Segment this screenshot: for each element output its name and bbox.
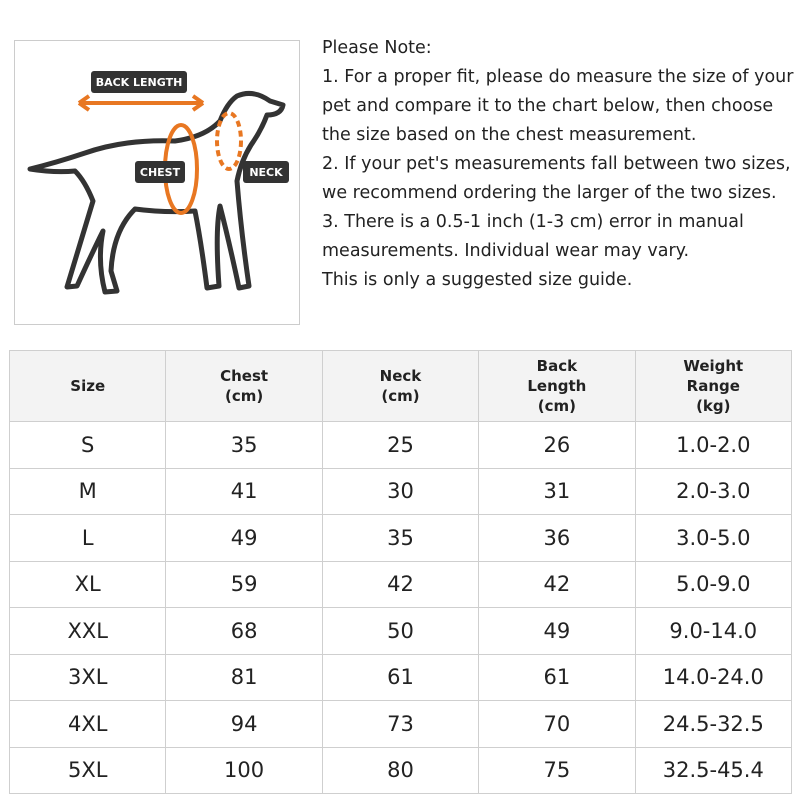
back-length-label: BACK LENGTH [96,76,183,89]
table-cell: 49 [478,607,636,655]
table-cell: XL [8,560,167,608]
table-cell: XXL [8,607,167,655]
header-line: Neck [379,367,422,385]
header-cell: Size [8,350,167,422]
table-cell: 50 [321,607,480,655]
table-cell: 70 [478,700,636,748]
header-line: (cm) [537,397,576,415]
table-row: L 49 35 36 3.0-5.0 [8,514,793,562]
dog-figure: BACK LENGTH CHEST NECK [14,40,300,325]
table-cell: 30 [321,467,480,515]
table-row: 5XL 100 80 75 32.5-45.4 [8,746,793,794]
note: Please Note: 1. For a proper fit, please… [322,34,794,295]
note-item: 2. If your pet's measurements fall betwe… [322,154,791,203]
table-cell: 42 [321,560,480,608]
header-cell: Weight Range (kg) [634,350,793,422]
header-cell: Back Length (cm) [478,350,636,422]
table-cell: 68 [165,607,323,655]
neck-loop [215,111,243,171]
table-cell: 5.0-9.0 [634,560,793,608]
table-row: 3XL 81 61 61 14.0-24.0 [8,653,793,701]
dog-illustration: BACK LENGTH CHEST NECK [27,71,289,295]
label-box [135,161,185,183]
header-line: Size [70,377,106,395]
table-cell: 100 [165,746,323,794]
arrow-heads [77,94,205,112]
table-cell: 3XL [8,653,167,701]
table-cell: L [8,514,167,562]
header-line: Chest [220,367,269,385]
table-cell: 41 [165,467,323,515]
table-cell: 5XL [8,746,167,794]
table-cell: 49 [165,514,323,562]
header-line: Length [527,377,587,395]
header-cell: Neck (cm) [321,350,480,422]
table-row: XXL 68 50 49 9.0-14.0 [8,607,793,655]
header-line: Range [686,377,740,395]
table-cell: 1.0-2.0 [634,421,793,469]
table-cell: 2.0-3.0 [634,467,793,515]
table-cell: S [8,421,167,469]
dog-outline [27,90,286,295]
note-item: 3. There is a 0.5-1 inch (1-3 cm) error … [322,212,744,261]
table-cell: 9.0-14.0 [634,607,793,655]
header-line: (cm) [381,387,420,405]
table-cell: 73 [321,700,480,748]
table-row: 4XL 94 73 70 24.5-32.5 [8,700,793,748]
table-cell: M [8,467,167,515]
table-cell: 14.0-24.0 [634,653,793,701]
table-cell: 25 [321,421,480,469]
header-row: Size Chest (cm) Neck (cm) Back Length (cm) Weigh… [8,350,793,422]
header-line: (kg) [696,397,731,415]
label-box [91,71,187,93]
table-cell: 94 [165,700,323,748]
table-cell: 32.5-45.4 [634,746,793,794]
table-cell: 75 [478,746,636,794]
header-cell: Chest (cm) [165,350,323,422]
neck-label: NECK [249,166,283,179]
chest-label: CHEST [140,166,181,179]
table-cell: 61 [321,653,480,701]
table-cell: 81 [165,653,323,701]
table-cell: 4XL [8,700,167,748]
table-row: S 35 25 26 1.0-2.0 [8,421,793,469]
table-row: M 41 30 31 2.0-3.0 [8,467,793,515]
header-line: Weight [683,357,744,375]
table-cell: 61 [478,653,636,701]
header-line: (cm) [224,387,264,405]
table-cell: 26 [478,421,636,469]
size-table: Size Chest (cm) Neck (cm) Back Length (cm) Weigh… [8,350,793,794]
table-cell: 35 [321,514,480,562]
header-line: Back [536,357,578,375]
note-item: 1. For a proper fit, please do measure t… [322,67,794,145]
table-cell: 42 [478,560,636,608]
note-item: This is only a suggested size guide. [322,270,633,290]
table-cell: 3.0-5.0 [634,514,793,562]
table-cell: 24.5-32.5 [634,700,793,748]
table-cell: 36 [478,514,636,562]
table-cell: 35 [165,421,323,469]
table-cell: 31 [478,467,636,515]
note-title: Please Note: [322,38,432,58]
table-cell: 59 [165,560,323,608]
table-cell: 80 [321,746,480,794]
table-row: XL 59 42 42 5.0-9.0 [8,560,793,608]
label-box [243,161,289,183]
